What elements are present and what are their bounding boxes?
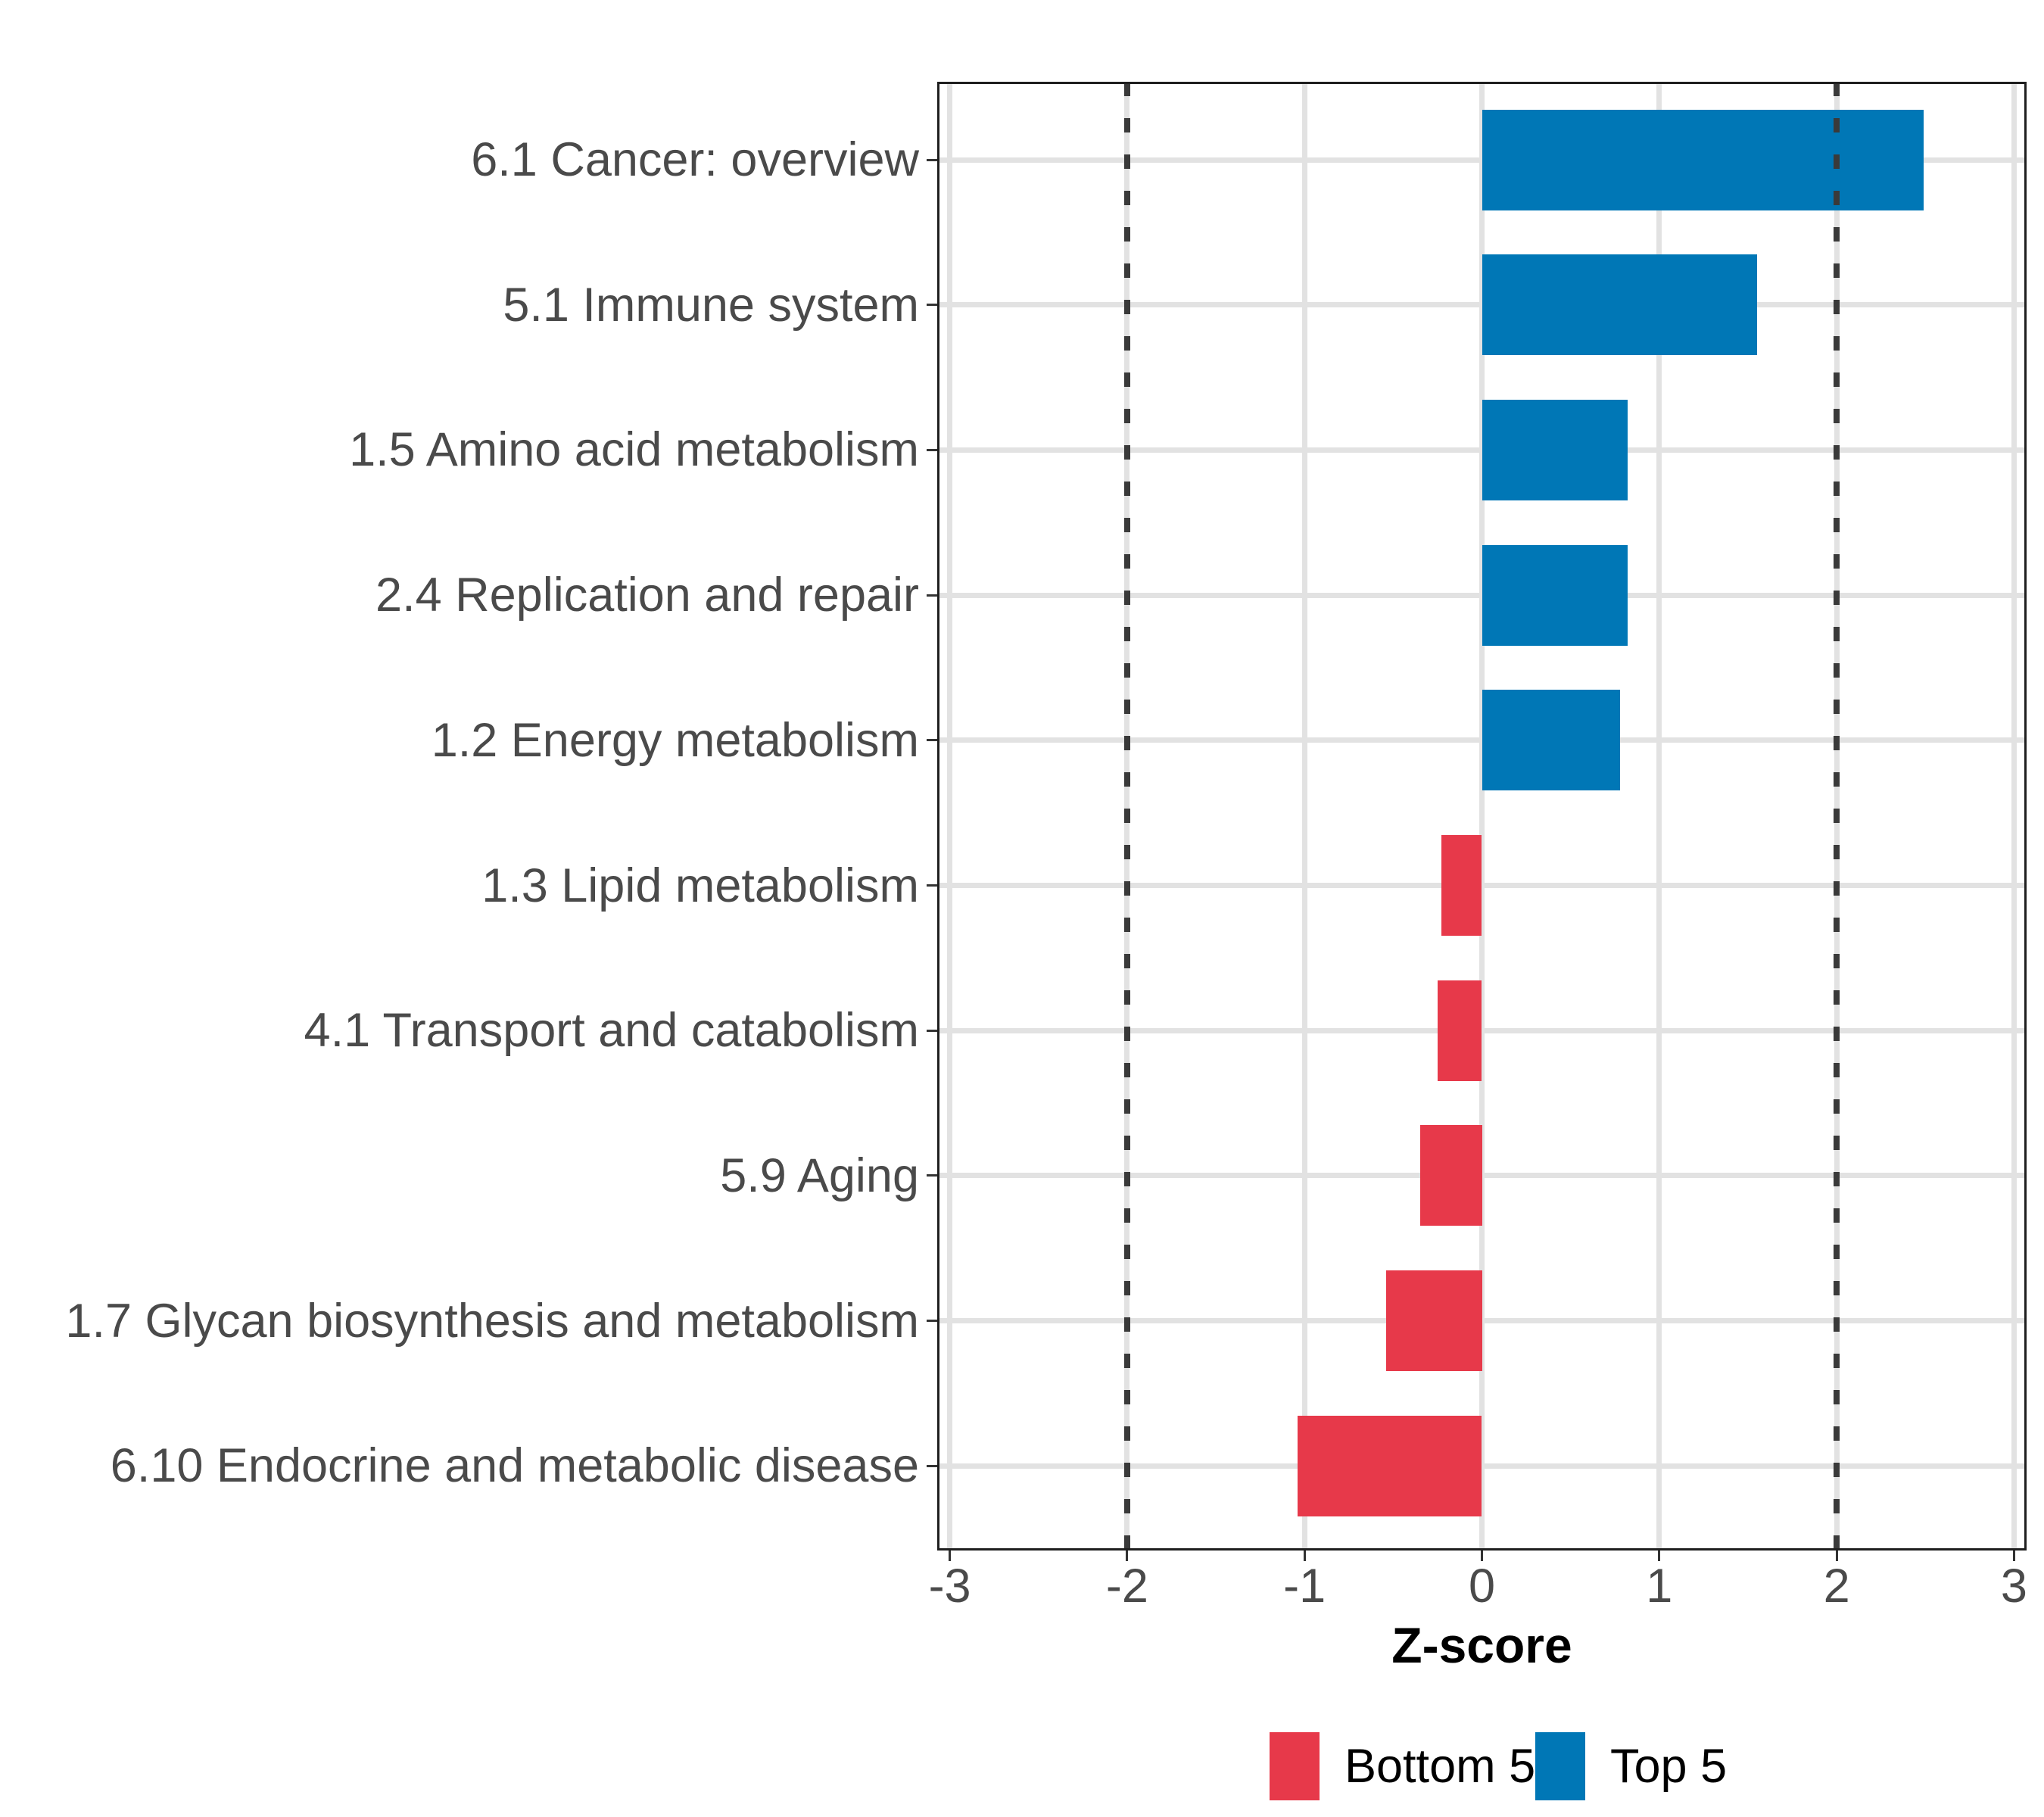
x-gridline (2011, 82, 2017, 1551)
bar-positive (1482, 254, 1757, 356)
x-tick-mark (949, 1551, 952, 1561)
bar-positive (1482, 544, 1628, 646)
x-tick-mark (1303, 1551, 1306, 1561)
y-tick-mark (927, 1320, 937, 1323)
category-label: 1.3 Lipid metabolism (481, 859, 919, 912)
y-tick-mark (927, 158, 937, 161)
plot-panel (937, 82, 2027, 1551)
category-label: 5.9 Aging (720, 1148, 919, 1202)
y-gridline (937, 1027, 2027, 1033)
category-label: 1.7 Glycan biosynthesis and metabolism (65, 1294, 919, 1348)
bar-positive (1482, 399, 1628, 500)
bar-positive (1482, 690, 1621, 791)
reference-line-dashed (1123, 82, 1130, 1551)
y-tick-mark (927, 1464, 937, 1467)
y-tick-mark (927, 594, 937, 597)
x-gridline (1656, 82, 1662, 1551)
category-label: 1.5 Amino acid metabolism (349, 423, 919, 477)
category-label: 6.1 Cancer: overview (471, 133, 919, 186)
legend-key-top-5 (1535, 1732, 1585, 1800)
bar-negative (1297, 1415, 1482, 1516)
bar-negative (1419, 1125, 1482, 1226)
legend-label: Bottom 5 (1344, 1739, 1536, 1793)
y-tick-mark (927, 739, 937, 742)
category-label: 6.10 Endocrine and metabolic disease (110, 1439, 919, 1493)
x-tick-mark (1835, 1551, 1838, 1561)
x-tick-mark (1658, 1551, 1661, 1561)
legend-key-bottom-5 (1270, 1732, 1320, 1800)
x-tick-label: 3 (2000, 1560, 2027, 1613)
x-gridline (1301, 82, 1307, 1551)
y-gridline (937, 1173, 2027, 1179)
reference-line-dashed (1834, 82, 1840, 1551)
y-gridline (937, 1463, 2027, 1469)
y-gridline (937, 883, 2027, 888)
x-axis-title: Z-score (1391, 1617, 1572, 1673)
x-tick-label: 1 (1646, 1560, 1673, 1613)
y-tick-mark (927, 448, 937, 451)
x-gridline (1479, 82, 1485, 1551)
bar-negative (1441, 835, 1482, 936)
category-label: 2.4 Replication and repair (375, 569, 919, 622)
category-label: 1.2 Energy metabolism (431, 713, 919, 767)
x-tick-mark (1126, 1551, 1129, 1561)
y-tick-mark (927, 1029, 937, 1032)
x-tick-mark (2012, 1551, 2015, 1561)
bar-positive (1482, 109, 1924, 210)
category-label: 5.1 Immune system (503, 278, 919, 332)
x-tick-label: -1 (1283, 1560, 1326, 1613)
x-tick-label: 0 (1468, 1560, 1496, 1613)
legend-label: Top 5 (1610, 1739, 1728, 1793)
x-gridline (947, 82, 953, 1551)
x-tick-label: 2 (1823, 1560, 1850, 1613)
bar-negative (1437, 980, 1482, 1081)
category-label: 4.1 Transport and catabolism (304, 1004, 919, 1058)
bar-negative (1386, 1270, 1482, 1372)
x-tick-label: -3 (928, 1560, 971, 1613)
y-tick-mark (927, 1174, 937, 1177)
x-tick-label: -2 (1105, 1560, 1148, 1613)
y-tick-mark (927, 884, 937, 887)
y-gridline (937, 1318, 2027, 1324)
y-tick-mark (927, 304, 937, 307)
x-tick-mark (1481, 1551, 1483, 1561)
